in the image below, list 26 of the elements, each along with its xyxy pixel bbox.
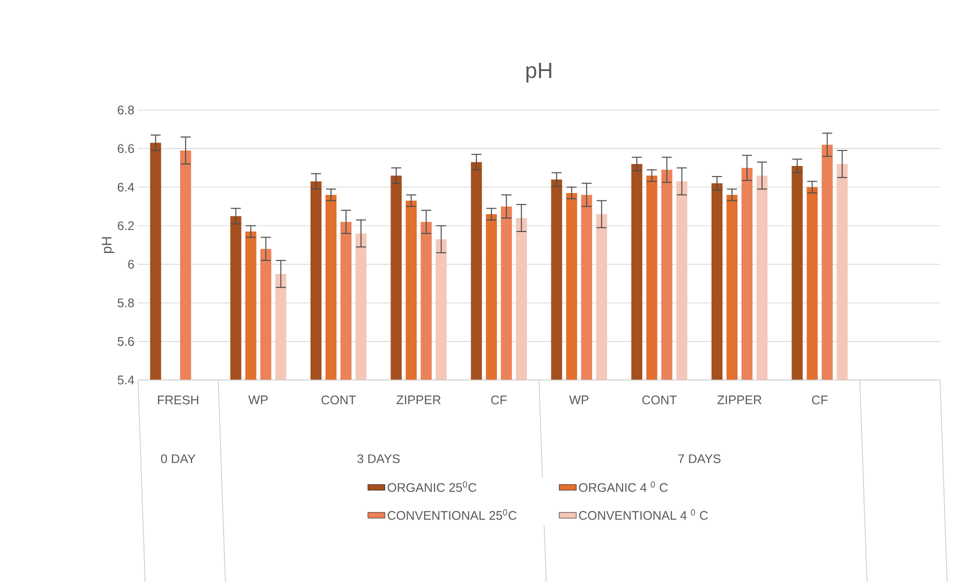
legend-label: CONVENTIONAL 25$^{0}$C (388, 509, 517, 520)
y-axis-title: pH (102, 237, 114, 254)
y-tick-label: 6.2 (118, 221, 134, 230)
x-tick-label: CONT (642, 396, 677, 404)
y-tick-label: 6 (128, 260, 134, 269)
legend-label: ORGANIC 4 $^{0}$ C (579, 481, 668, 492)
text: 0 DAY (161, 454, 196, 464)
x-tick-label: CONT (321, 396, 356, 404)
y-tick-label: 5.6 (118, 337, 134, 346)
legend-label: CONVENTIONAL 4 $^{0}$ C (579, 509, 708, 520)
y-tick-label: 6.8 (118, 106, 134, 114)
y-tick-label: 5.8 (118, 298, 134, 308)
legend-label: ORGANIC 25$^{0}$C (388, 481, 476, 492)
x-tick-label: CF (812, 396, 828, 404)
x-tick-label: WP (248, 396, 268, 404)
text: 3 DAYS (357, 454, 400, 464)
x-tick-label: FRESH (158, 396, 198, 404)
chart-title: pH (526, 62, 552, 83)
y-tick-label: 6.4 (118, 182, 134, 192)
x-tick-label: ZIPPER (396, 396, 441, 404)
y-tick-label: 5.4 (118, 376, 134, 384)
x-tick-label: CF (491, 396, 507, 404)
y-tick-label: 6.6 (118, 144, 134, 153)
x-tick-label: WP (569, 396, 588, 404)
x-tick-label: ZIPPER (717, 396, 762, 404)
text: 7 DAYS (678, 454, 721, 464)
